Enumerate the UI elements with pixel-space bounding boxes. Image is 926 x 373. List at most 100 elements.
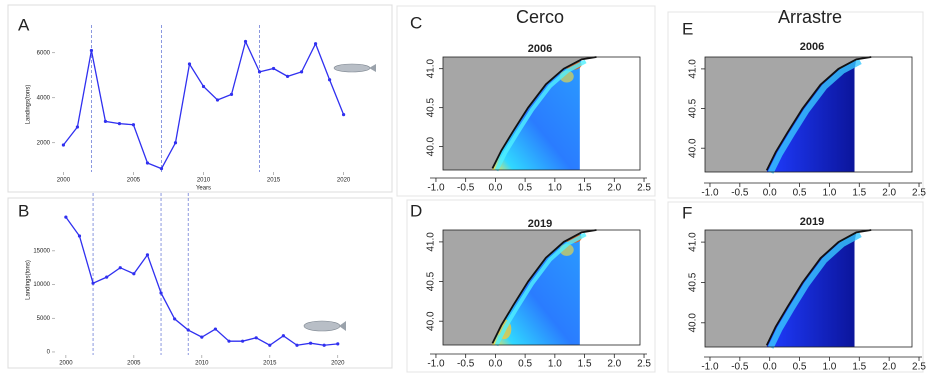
data-point: [103, 119, 108, 123]
y-tick-label: 41.0: [426, 232, 437, 252]
panel-frame: [7, 4, 393, 193]
data-point: [341, 113, 346, 117]
x-tick-label: 1.5: [578, 359, 592, 370]
data-point: [118, 266, 122, 270]
panel-label: A: [18, 15, 30, 34]
x-tick-label: 1.0: [548, 359, 562, 370]
x-tick-label: 2.5: [912, 188, 926, 199]
x-tick-label: 1.5: [852, 188, 866, 199]
y-tick-label: 40.0: [426, 311, 437, 331]
map-field: [492, 232, 582, 345]
data-point: [117, 122, 122, 126]
x-tick-label: 0.0: [763, 188, 777, 199]
data-point: [159, 291, 163, 295]
data-point: [201, 84, 206, 89]
y-axis-title: Landings(tons): [26, 260, 32, 300]
data-point: [159, 167, 164, 171]
y-tick-label: 40.5: [426, 271, 437, 291]
shelf-band: [494, 232, 587, 347]
x-tick-label: 2020: [337, 178, 351, 184]
shelf-band: [494, 59, 587, 172]
data-point: [308, 341, 313, 345]
x-tick-label: 1.0: [548, 183, 562, 194]
x-tick-label: 0.5: [518, 359, 532, 370]
panel-label: C: [410, 13, 422, 32]
x-tick-label: 2.5: [912, 362, 926, 373]
x-tick-label: 2010: [195, 361, 209, 367]
y-tick-label: 4000: [37, 95, 51, 101]
data-point: [271, 66, 276, 71]
map-frame: [704, 229, 913, 348]
data-point: [336, 342, 340, 346]
y-tick-label: 41.0: [426, 59, 437, 79]
x-tick-label: -0.5: [731, 188, 749, 199]
fish-icon: [333, 63, 376, 73]
map-field: [492, 59, 582, 170]
data-point: [89, 48, 94, 53]
data-point: [229, 92, 234, 96]
map-title: 2019: [528, 218, 552, 230]
x-tick-label: 1.5: [578, 183, 592, 194]
x-tick-label: 2.5: [637, 359, 651, 370]
x-tick-label: 0.5: [793, 362, 807, 373]
fish-icon: [303, 320, 346, 332]
data-point: [241, 339, 245, 343]
shelf-band: [768, 231, 862, 349]
panel-label: B: [18, 201, 29, 220]
data-point: [243, 39, 248, 44]
panel-frame: [396, 5, 656, 197]
data-point: [186, 328, 190, 332]
x-tick-label: 2005: [127, 178, 141, 184]
x-tick-label: -1.0: [701, 362, 719, 373]
x-tick-label: 2000: [59, 361, 73, 367]
y-tick-label: 40.5: [688, 272, 699, 292]
data-point: [213, 327, 218, 331]
data-line: [65, 216, 338, 346]
map-title: 2006: [800, 41, 824, 53]
data-point: [173, 317, 177, 321]
x-tick-label: 1.0: [822, 188, 836, 199]
data-point: [132, 272, 136, 276]
y-tick-label: 41.0: [688, 232, 699, 252]
x-tick-label: -0.5: [457, 359, 475, 370]
data-point: [268, 343, 272, 347]
data-point: [64, 215, 68, 219]
land: [443, 230, 597, 345]
x-tick-label: 2020: [331, 361, 345, 367]
y-axis-title: Landings(tons): [26, 85, 32, 125]
coastline: [765, 56, 872, 171]
data-point: [75, 125, 80, 129]
y-tick-label: 40.5: [688, 98, 699, 118]
land: [443, 57, 597, 170]
data-point: [299, 70, 304, 74]
y-tick-label: 5000: [37, 316, 51, 322]
data-point: [327, 78, 332, 82]
data-point: [254, 336, 258, 340]
data-point: [145, 161, 150, 165]
x-tick-label: -0.5: [731, 362, 749, 373]
map-title: 2006: [528, 43, 552, 55]
y-tick-label: 40.0: [426, 136, 437, 156]
data-point: [322, 343, 326, 347]
y-tick-label: 40.0: [688, 313, 699, 333]
data-point: [105, 275, 109, 279]
x-tick-label: 2015: [267, 178, 281, 184]
y-tick-label: 40.5: [426, 97, 437, 117]
data-point: [173, 141, 178, 145]
data-point: [61, 143, 66, 147]
x-tick-label: 0.0: [763, 362, 777, 373]
panel-frame: [7, 197, 393, 369]
coastline: [765, 229, 872, 346]
panel-frame: [667, 11, 924, 199]
y-tick-label: 15000: [33, 248, 50, 254]
data-point: [295, 343, 299, 347]
y-tick-label: 6000: [37, 50, 51, 56]
x-tick-label: -1.0: [427, 359, 445, 370]
x-tick-label: 2010: [197, 178, 211, 184]
data-point: [257, 70, 262, 74]
land: [705, 230, 872, 347]
x-tick-label: 2000: [57, 178, 71, 184]
x-tick-label: -1.0: [427, 183, 445, 194]
x-tick-label: -0.5: [457, 183, 475, 194]
map-frame: [442, 56, 641, 171]
